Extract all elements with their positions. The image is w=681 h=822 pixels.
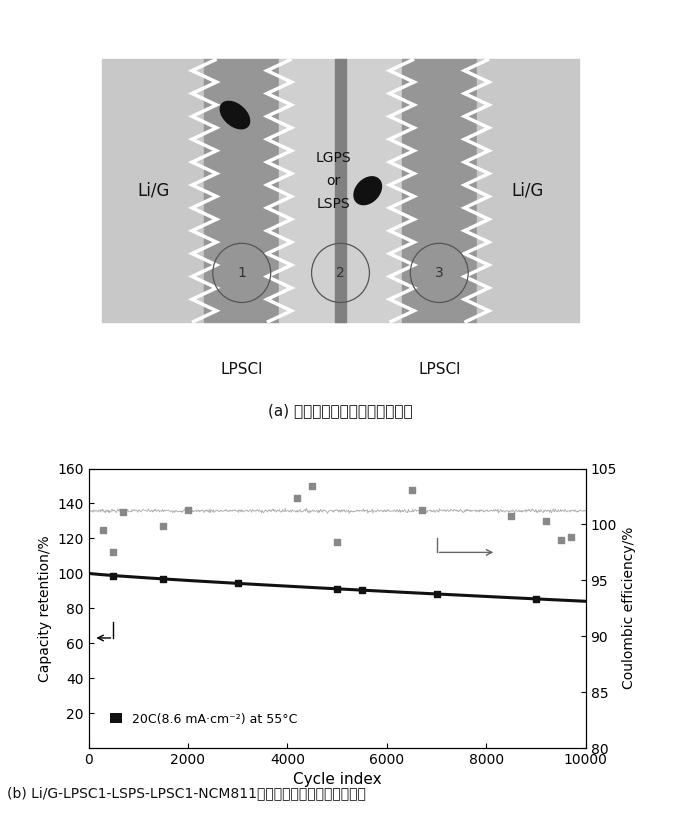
Point xyxy=(118,506,129,519)
Text: 3: 3 xyxy=(435,266,443,280)
Point xyxy=(541,515,552,528)
Ellipse shape xyxy=(219,100,251,130)
Y-axis label: Capacity retention/%: Capacity retention/% xyxy=(37,535,52,681)
Point xyxy=(108,569,118,582)
Text: LGPS: LGPS xyxy=(316,150,351,165)
Point xyxy=(306,479,317,492)
Text: LPSCl: LPSCl xyxy=(221,362,263,376)
Point xyxy=(530,593,541,606)
Point xyxy=(357,584,368,597)
Text: or: or xyxy=(327,173,340,188)
Point xyxy=(108,546,118,559)
Point xyxy=(232,577,243,590)
Point xyxy=(292,492,303,505)
Text: LSPS: LSPS xyxy=(317,196,351,211)
Text: Li/G: Li/G xyxy=(511,182,544,200)
Point xyxy=(416,504,427,517)
Point xyxy=(505,509,516,522)
Y-axis label: Coulombic efficiency/%: Coulombic efficiency/% xyxy=(622,527,637,690)
Text: LPSCl: LPSCl xyxy=(418,362,460,376)
Point xyxy=(332,582,343,595)
Point xyxy=(565,530,576,543)
Text: 2: 2 xyxy=(336,266,345,280)
Point xyxy=(406,483,417,496)
Point xyxy=(183,504,193,517)
Ellipse shape xyxy=(353,176,382,206)
Point xyxy=(332,535,343,548)
Text: (a) 三明治结构电解质设计示意图: (a) 三明治结构电解质设计示意图 xyxy=(268,404,413,418)
Point xyxy=(555,533,566,547)
Text: 1: 1 xyxy=(237,266,247,280)
X-axis label: Cycle index: Cycle index xyxy=(293,773,381,787)
Point xyxy=(98,523,109,536)
Legend: 20C(8.6 mA·cm⁻²) at 55°C: 20C(8.6 mA·cm⁻²) at 55°C xyxy=(105,708,302,731)
Text: Li/G: Li/G xyxy=(137,182,170,200)
Point xyxy=(157,520,169,533)
Point xyxy=(157,572,169,585)
Point xyxy=(431,588,442,601)
Text: (b) Li/G-LPSC1-LSPS-LPSC1-NCM811全固态电池长循环充放电曲线: (b) Li/G-LPSC1-LSPS-LPSC1-NCM811全固态电池长循环… xyxy=(7,786,366,801)
